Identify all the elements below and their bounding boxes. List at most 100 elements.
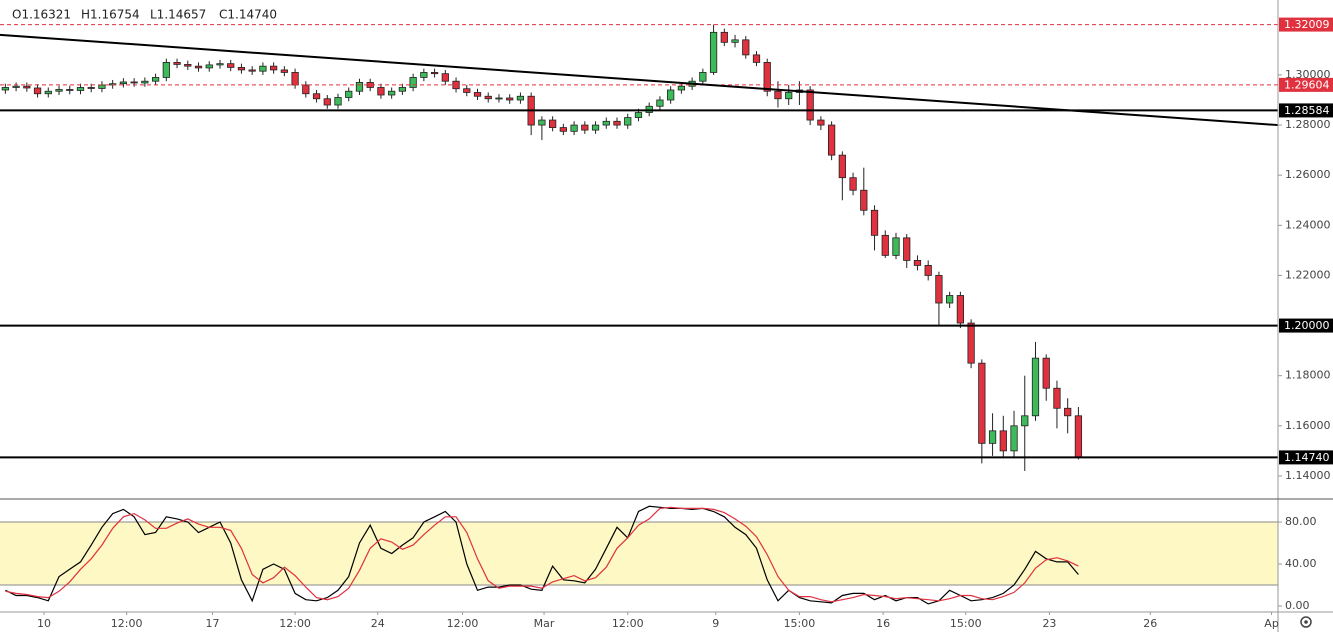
candle-body: [194, 65, 203, 69]
settings-icon[interactable]: [1300, 616, 1312, 628]
candle-body: [184, 64, 192, 67]
candle-body: [613, 120, 621, 126]
candle-body: [946, 295, 954, 304]
candle-body: [988, 430, 997, 444]
x-tick-label: 16: [876, 617, 890, 630]
candle-body: [484, 95, 492, 100]
x-tick-label: 10: [37, 617, 51, 630]
candle-body: [1064, 407, 1072, 417]
candle-body: [838, 154, 846, 179]
candle-body: [377, 87, 385, 96]
x-tick-label: 12:00: [612, 617, 644, 630]
candle-body: [98, 84, 106, 89]
candle-body: [1042, 357, 1050, 389]
candle-body: [334, 97, 342, 106]
candle-body: [173, 62, 181, 65]
price-label-box: [1279, 450, 1333, 465]
band: [0, 522, 1278, 586]
candle-body: [935, 275, 943, 304]
x-tick-label: 12:00: [447, 617, 479, 630]
candle-body: [656, 99, 664, 107]
price-label-box: [1279, 103, 1333, 118]
candle-body: [23, 85, 31, 89]
y-tick-label: 1.22000: [1285, 268, 1331, 281]
candle-body: [388, 90, 396, 96]
candle-body: [849, 177, 857, 191]
candle-body: [151, 77, 160, 82]
candle-body: [495, 97, 503, 100]
x-tick-label: 24: [371, 617, 385, 630]
candle-body: [430, 72, 439, 75]
candle-body: [967, 322, 975, 364]
candle-body: [141, 80, 149, 84]
candle-body: [280, 69, 288, 73]
candle-body: [591, 124, 600, 131]
candle-body: [645, 105, 653, 113]
candle-body: [999, 430, 1007, 452]
candle-body: [892, 237, 900, 256]
x-tick-label: 23: [1042, 617, 1056, 630]
candle-body: [270, 65, 278, 71]
candle-body: [924, 265, 932, 276]
x-tick-label: 12:00: [111, 617, 143, 630]
line-series: [5, 505, 1079, 605]
candle-body: [409, 77, 417, 88]
candle-body: [785, 92, 793, 100]
candle-body: [291, 72, 299, 86]
candle-body: [1031, 357, 1040, 417]
y-tick-label: 1.28000: [1285, 118, 1331, 131]
ohlc-low: L1.14657: [150, 8, 206, 22]
candle-body: [870, 209, 879, 236]
candle-body: [538, 119, 546, 126]
price-label: 1.29604: [1284, 78, 1330, 91]
candle-body: [473, 92, 482, 97]
x-tick-label: 9: [712, 617, 719, 630]
candle-body: [903, 237, 911, 261]
legend: O1.16321 H1.16754 L1.14657 C1.14740: [12, 8, 277, 22]
gear[interactable]: [1300, 616, 1312, 628]
price-label-box: [1279, 77, 1333, 92]
candle-body: [742, 39, 750, 56]
candle-body: [806, 89, 814, 121]
y-tick-label: 1.14000: [1285, 469, 1331, 482]
candle-body: [76, 87, 85, 91]
candle-body: [602, 120, 610, 126]
layer: [0, 24, 1279, 605]
candle-body: [162, 62, 170, 78]
candle-body: [817, 119, 825, 126]
candle-body: [66, 89, 74, 91]
candle-body: [1021, 415, 1029, 427]
candle-body: [205, 64, 213, 69]
candle-body: [12, 85, 20, 88]
candle-body: [774, 90, 782, 100]
x-tick-label: 26: [1143, 617, 1157, 630]
price-label: 1.20000: [1284, 319, 1330, 332]
y-tick-label: 40.00: [1285, 557, 1317, 570]
price-label-box: [1279, 17, 1333, 32]
candle-body: [420, 72, 428, 78]
price-label: 1.14740: [1284, 451, 1330, 464]
y-tick-label: 1.16000: [1285, 419, 1331, 432]
candle-body: [259, 65, 267, 72]
candle-body: [1053, 387, 1061, 409]
candle-body: [216, 63, 224, 66]
candle-body: [33, 87, 42, 95]
candle-body: [570, 124, 578, 132]
candle-body: [731, 39, 739, 43]
ohlc-high: H1.16754: [81, 8, 140, 22]
candle-body: [624, 117, 632, 126]
candle-body: [978, 362, 986, 444]
candle-body: [237, 67, 246, 71]
gear-center[interactable]: [1304, 620, 1308, 624]
candle-body: [1074, 415, 1083, 458]
candle-body: [956, 295, 964, 324]
y-tick-label: 1.26000: [1285, 168, 1331, 181]
candle-body: [355, 82, 364, 92]
candle-body: [913, 260, 922, 266]
price-label: 1.32009: [1284, 18, 1330, 31]
y-tick-label: 80.00: [1285, 515, 1317, 528]
candle-body: [506, 97, 514, 101]
candle-body: [302, 84, 310, 95]
